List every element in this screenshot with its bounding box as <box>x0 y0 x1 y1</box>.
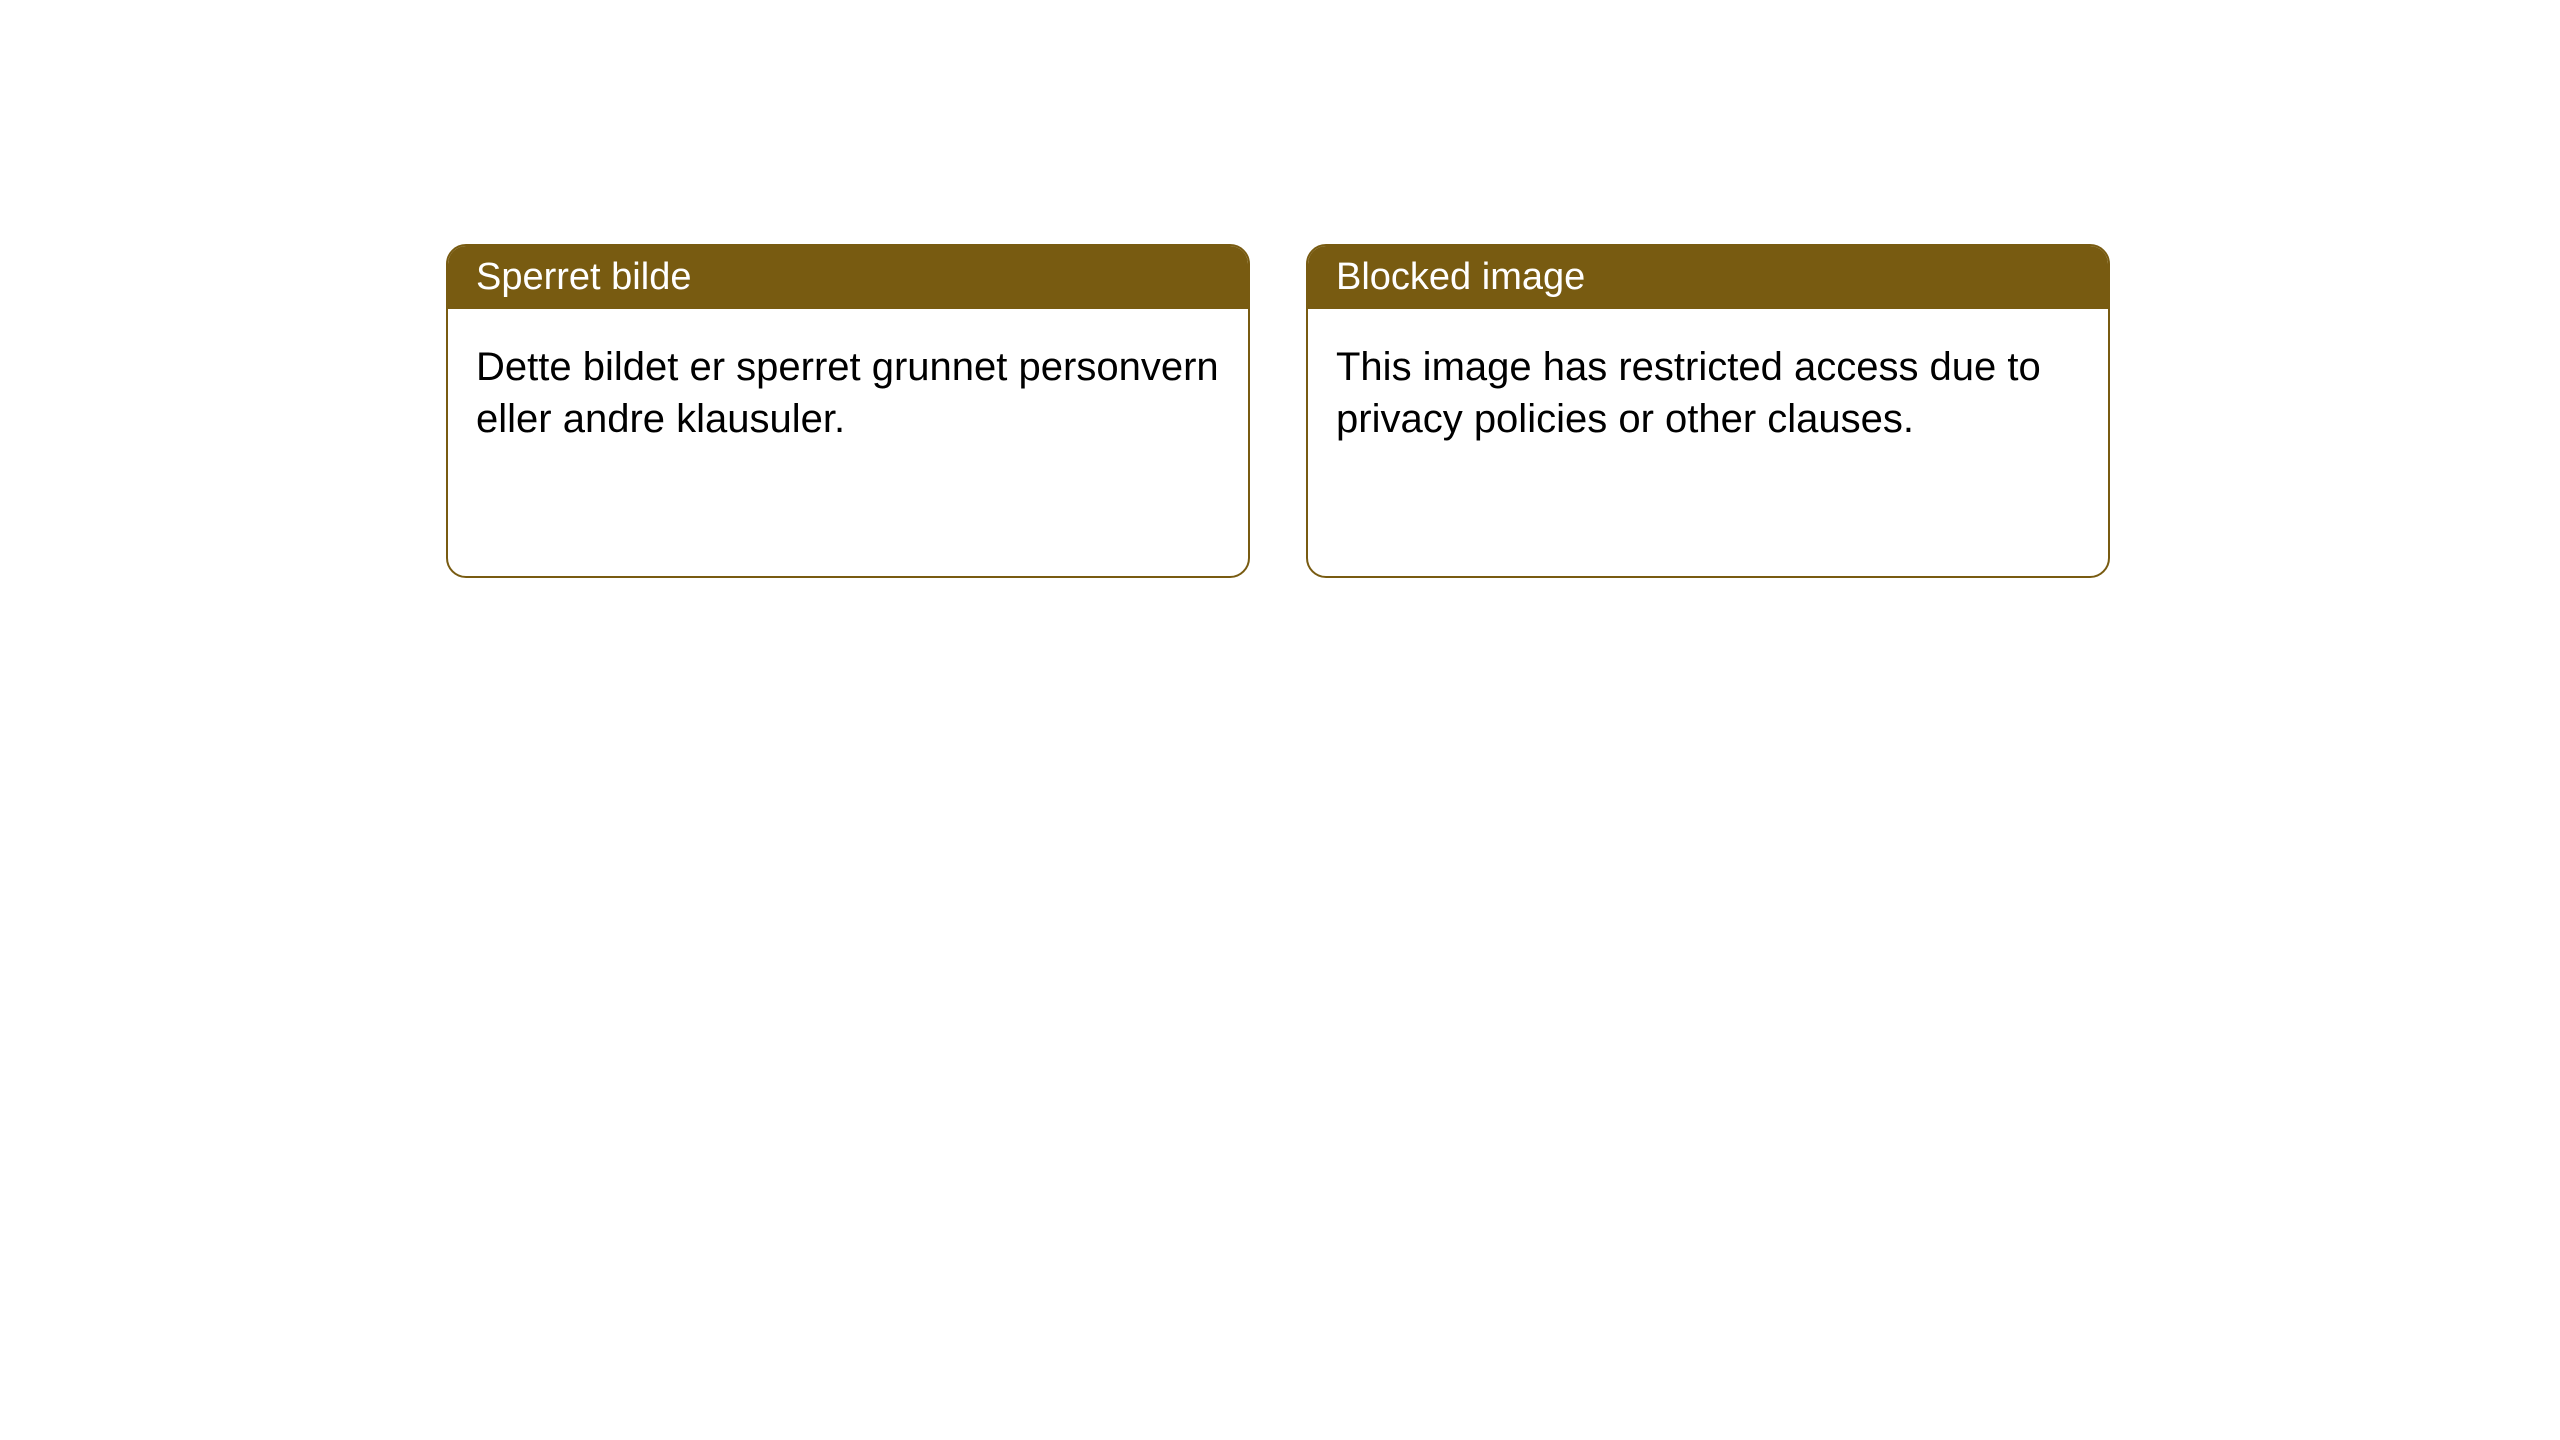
notice-card-english: Blocked image This image has restricted … <box>1306 244 2110 578</box>
notice-body: This image has restricted access due to … <box>1308 309 2108 477</box>
notice-message: This image has restricted access due to … <box>1336 345 2041 441</box>
notice-header: Sperret bilde <box>448 246 1248 309</box>
notice-card-norwegian: Sperret bilde Dette bildet er sperret gr… <box>446 244 1250 578</box>
notice-header: Blocked image <box>1308 246 2108 309</box>
notice-container: Sperret bilde Dette bildet er sperret gr… <box>0 0 2560 578</box>
notice-message: Dette bildet er sperret grunnet personve… <box>476 345 1219 441</box>
notice-title: Sperret bilde <box>476 256 691 298</box>
notice-body: Dette bildet er sperret grunnet personve… <box>448 309 1248 477</box>
notice-title: Blocked image <box>1336 256 1585 298</box>
